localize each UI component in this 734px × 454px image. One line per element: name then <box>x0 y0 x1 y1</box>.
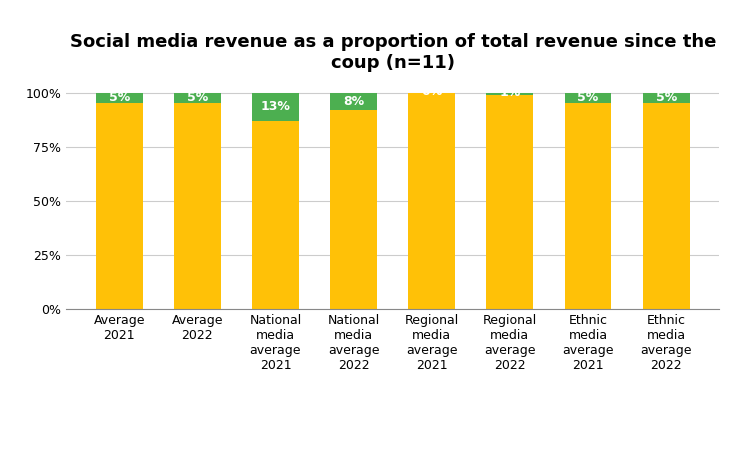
Text: 13%: 13% <box>261 100 291 113</box>
Text: 5%: 5% <box>655 91 677 104</box>
Text: 8%: 8% <box>343 95 364 108</box>
Bar <box>95 93 142 104</box>
Bar <box>643 93 690 104</box>
Bar <box>330 110 377 309</box>
Bar <box>95 104 142 309</box>
Bar <box>252 121 299 309</box>
Bar <box>564 104 611 309</box>
Bar <box>252 93 299 121</box>
Text: 0%: 0% <box>421 85 443 98</box>
Bar <box>174 93 221 104</box>
Title: Social media revenue as a proportion of total revenue since the
coup (n=11): Social media revenue as a proportion of … <box>70 33 716 72</box>
Bar <box>564 93 611 104</box>
Bar <box>174 104 221 309</box>
Bar <box>643 104 690 309</box>
Bar <box>487 95 534 309</box>
Text: 5%: 5% <box>186 91 208 104</box>
Bar <box>408 93 455 309</box>
Text: 5%: 5% <box>578 91 599 104</box>
Bar <box>487 93 534 95</box>
Text: 5%: 5% <box>109 91 130 104</box>
Bar <box>330 93 377 110</box>
Text: 1%: 1% <box>499 86 520 99</box>
